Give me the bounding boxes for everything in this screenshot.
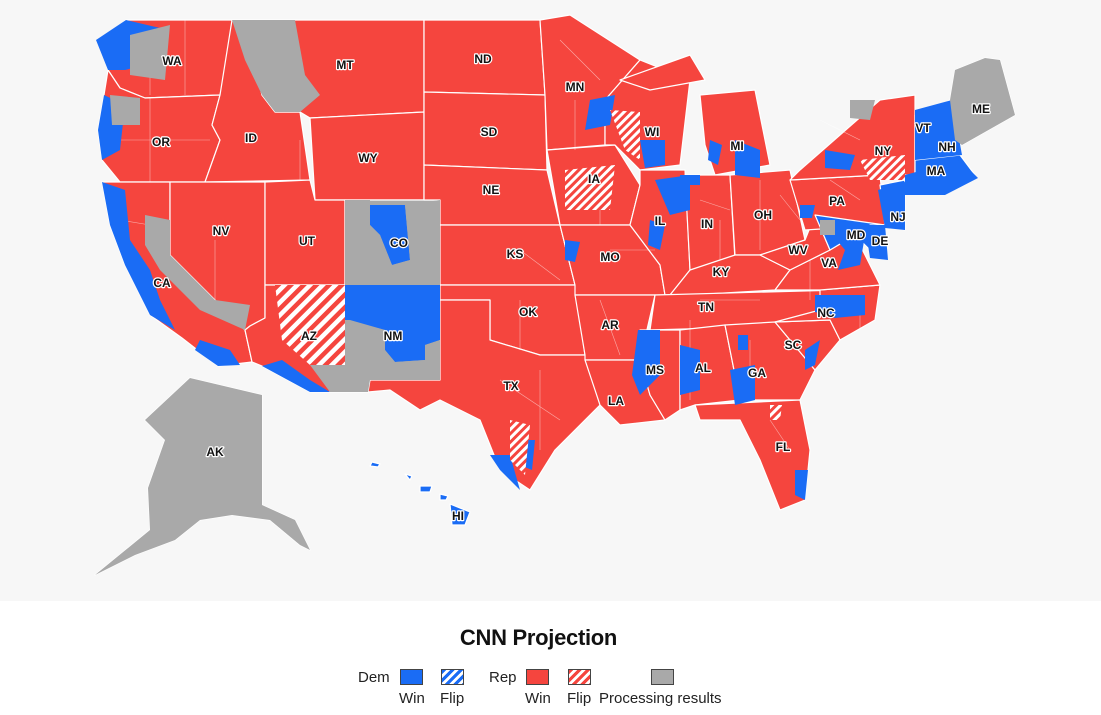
state-label-co: CO [390,236,408,250]
processing-districts [95,20,1015,575]
state-label-tx: TX [503,379,518,393]
legend-dem-flip-swatch [441,669,464,685]
state-label-me: ME [972,102,990,116]
state-label-id: ID [245,131,257,145]
state-label-ar: AR [601,318,619,332]
state-label-pa: PA [829,194,845,208]
state-label-ky: KY [713,265,730,279]
state-label-sd: SD [481,125,498,139]
legend-dem-win-swatch [400,669,423,685]
state-label-ga: GA [748,366,766,380]
state-label-az: AZ [301,329,317,343]
state-label-tn: TN [698,300,714,314]
state-label-in: IN [701,217,713,231]
state-label-wi: WI [645,125,660,139]
state-label-mo: MO [600,250,619,264]
state-label-ca: CA [153,276,171,290]
state-label-ak: AK [206,445,224,459]
state-label-vt: VT [915,121,931,135]
state-label-oh: OH [754,208,772,222]
legend-dem-flip-label: Flip [440,690,465,707]
state-label-nj: NJ [890,210,905,224]
state-label-ny: NY [875,144,892,158]
legend-processing-label: Processing results [599,690,722,707]
state-label-nh: NH [938,140,955,154]
state-label-or: OR [152,135,170,149]
legend-dem-label: Dem [358,669,390,686]
flip-districts [275,110,905,475]
state-labels: WA OR CA ID NV MT WY UT AZ CO NM ND SD NE KS OK TX MN IA MO… [151,51,991,524]
legend-rep-flip-swatch [568,669,591,685]
state-label-il: IL [655,214,666,228]
state-label-nc: NC [817,306,835,320]
legend-rep-label: Rep [489,669,517,686]
state-label-mt: MT [336,58,354,72]
state-label-ks: KS [507,247,524,261]
legend: CNN Projection Dem Win Flip Rep Win Flip… [0,601,1101,715]
state-label-ne: NE [483,183,500,197]
legend-rep-win-swatch [526,669,549,685]
state-label-ia: IA [588,172,600,186]
legend-title: CNN Projection [459,625,618,650]
legend-processing-swatch [651,669,674,685]
state-label-md: MD [847,228,866,242]
state-label-ok: OK [519,305,537,319]
state-label-al: AL [695,361,711,375]
state-shape-hi[interactable] [369,461,471,526]
state-label-wv: WV [788,243,807,257]
state-label-de: DE [872,234,889,248]
state-label-sc: SC [785,338,802,352]
state-label-mn: MN [566,80,585,94]
state-shape-fl[interactable] [694,399,811,511]
state-label-nd: ND [474,52,492,66]
state-label-wy: WY [358,151,377,165]
us-house-map: WA OR CA ID NV MT WY UT AZ CO NM ND SD NE KS OK TX MN IA MO… [94,14,1016,576]
legend-rep-win-label: Win [525,690,551,707]
state-label-ms: MS [646,363,664,377]
state-label-wa: WA [162,54,182,68]
state-label-ut: UT [299,234,316,248]
state-label-la: LA [608,394,624,408]
state-label-hi: HI [452,509,464,523]
legend-dem-win-label: Win [399,690,425,707]
state-label-fl: FL [776,440,791,454]
state-label-ma: MA [927,164,946,178]
state-label-nv: NV [213,224,230,238]
state-label-va: VA [821,256,837,270]
state-label-nm: NM [384,329,403,343]
map-area: WA OR CA ID NV MT WY UT AZ CO NM ND SD NE KS OK TX MN IA MO… [94,14,1016,576]
legend-rep-flip-label: Flip [567,690,592,707]
state-label-mi: MI [730,139,743,153]
